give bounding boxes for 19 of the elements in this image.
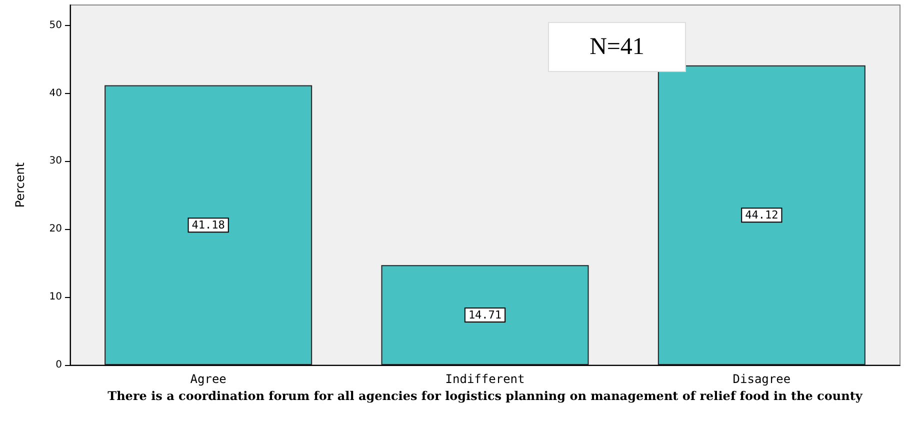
x-tick-label: Disagree	[732, 372, 791, 386]
x-axis-title: There is a coordination forum for all agencies for logistics planning on management of relief food in the county	[108, 388, 864, 403]
x-tick-label: Indifferent	[445, 372, 525, 386]
data-label: 44.12	[745, 208, 778, 222]
y-tick-label: 40	[49, 88, 62, 99]
y-tick-label: 20	[49, 224, 62, 235]
y-tick-label: 0	[56, 360, 62, 370]
y-tick-label: 10	[49, 292, 62, 303]
data-label: 14.71	[468, 308, 502, 322]
annotation: N=41	[590, 34, 644, 60]
bar	[658, 65, 866, 365]
y-axis-title: Percent	[13, 162, 27, 208]
y-tick-label: 30	[49, 156, 62, 167]
y-tick-label: 50	[49, 20, 62, 31]
note-box: N=41	[548, 22, 686, 72]
bar	[104, 85, 312, 365]
x-tick-label: Agree	[190, 372, 226, 386]
bar	[381, 265, 589, 365]
data-label: 41.18	[192, 218, 225, 232]
